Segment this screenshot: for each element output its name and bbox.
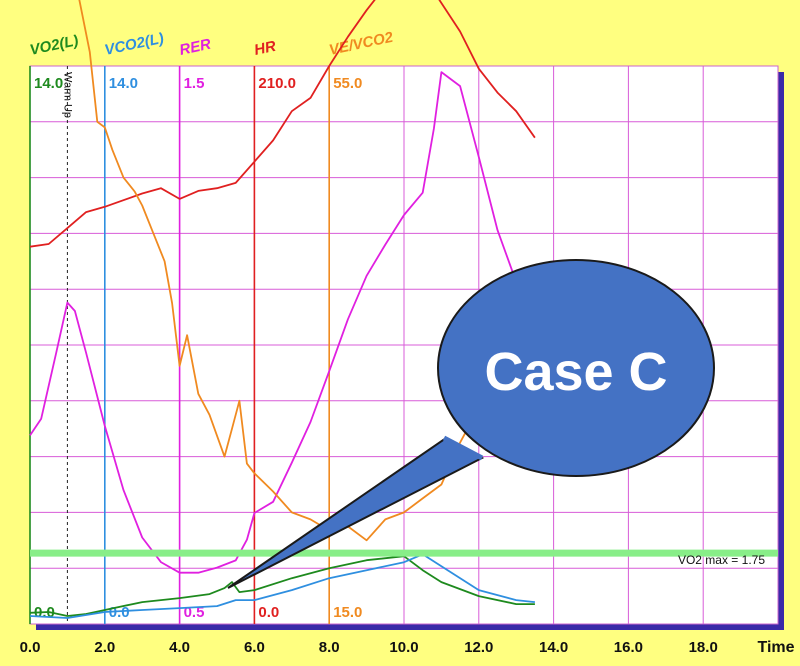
- x-tick-label: 2.0: [94, 639, 115, 656]
- x-tick-label: 18.0: [689, 639, 718, 656]
- x-tick-label: 0.0: [20, 639, 41, 656]
- callout-text: Case C: [484, 342, 667, 402]
- x-axis-label: Time: [757, 639, 794, 656]
- x-tick-label: 12.0: [464, 639, 493, 656]
- callout-bubble: [437, 259, 715, 477]
- x-tick-label: 14.0: [539, 639, 568, 656]
- y-axis-top-label: 55.0: [333, 75, 362, 92]
- callout-joint: [442, 435, 484, 461]
- series-line: [29, 555, 535, 617]
- series-line: [29, 0, 536, 248]
- vo2max-label: VO2 max = 1.75: [678, 553, 765, 567]
- x-tick-label: 4.0: [169, 639, 190, 656]
- y-axis-title: VCO2(L): [103, 30, 165, 59]
- y-axis-title: VO2(L): [28, 32, 80, 59]
- y-axis-top-label: 14.0: [34, 75, 63, 92]
- warm-up-label: Warm Up: [61, 72, 73, 118]
- vo2max-line-group: VO2 max = 1.75: [30, 549, 778, 567]
- series-lines: [29, 0, 536, 619]
- y-axis-title: RER: [178, 36, 213, 59]
- x-tick-label: 6.0: [244, 639, 265, 656]
- y-axis-top-label: 1.5: [184, 75, 205, 92]
- y-axis-title: HR: [253, 38, 278, 59]
- series-line: [29, 71, 536, 574]
- y-axis-top-label: 210.0: [258, 75, 296, 92]
- x-tick-label: 8.0: [319, 639, 340, 656]
- x-axis: 0.0 2.0 4.0 6.0 8.0 10.0 12.0 14.0 16.0 18.0 Time: [20, 639, 795, 656]
- series-line: [78, 0, 528, 542]
- x-tick-label: 10.0: [389, 639, 418, 656]
- y-axis-bottom-label: 15.0: [333, 604, 362, 621]
- series-line: [29, 553, 535, 619]
- x-tick-label: 16.0: [614, 639, 643, 656]
- callout-group: Case C: [227, 259, 715, 589]
- y-axis-top-label: 14.0: [109, 75, 138, 92]
- y-axis-bottom-label: 0.0: [258, 604, 279, 621]
